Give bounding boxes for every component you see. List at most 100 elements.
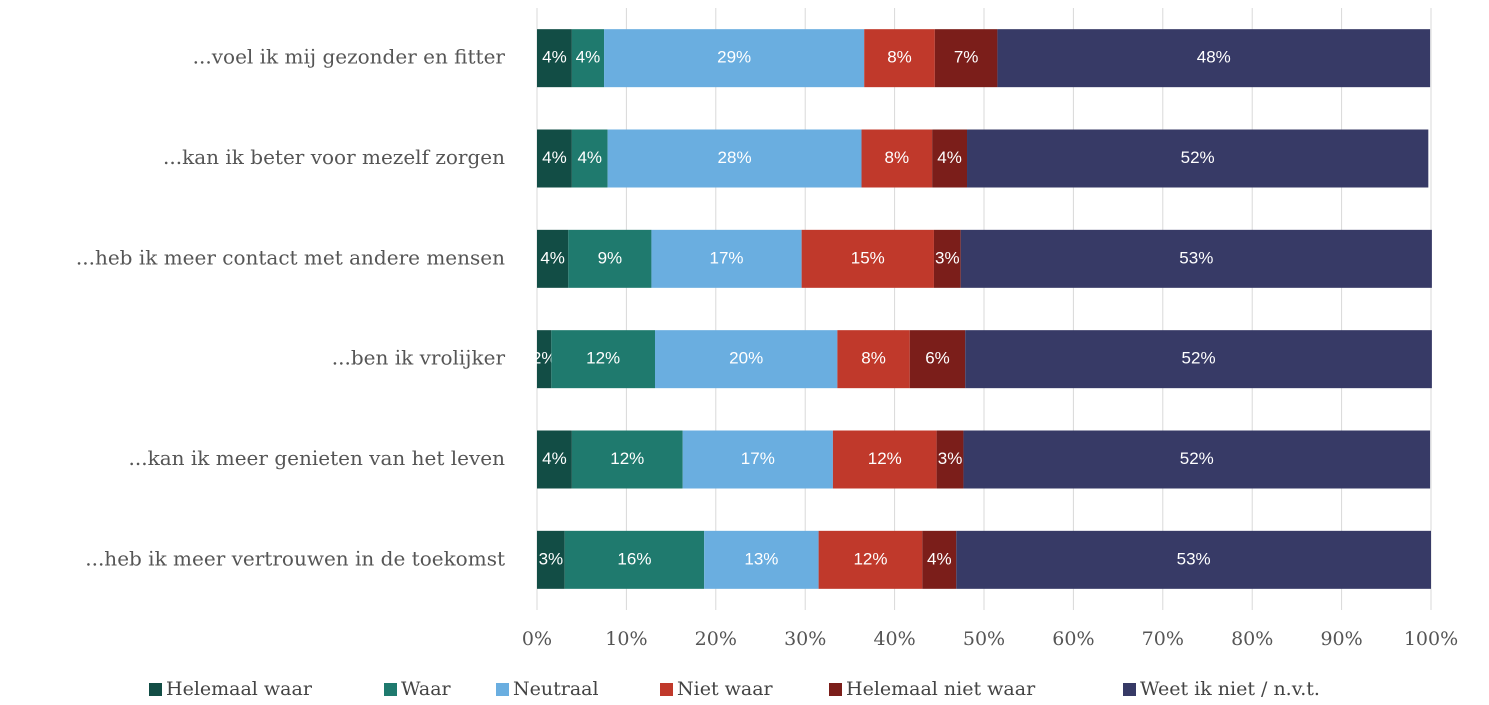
bar-segment — [537, 29, 572, 88]
bar-segment — [932, 129, 968, 188]
data-label: 4% — [576, 48, 601, 67]
data-label: 4% — [927, 549, 952, 568]
x-tick-label: 30% — [784, 628, 826, 650]
bar-segment — [963, 430, 1431, 489]
data-label: 12% — [586, 349, 620, 368]
bar-segment — [956, 530, 1431, 589]
bar-segment — [651, 229, 802, 288]
data-label: 20% — [729, 349, 763, 368]
legend-label: Weet ik niet / n.v.t. — [1140, 678, 1320, 700]
bar-segment — [861, 129, 933, 188]
legend-marker — [829, 683, 842, 696]
data-label: 4% — [542, 148, 567, 167]
legend-label: Neutraal — [513, 678, 599, 700]
bar-segment — [864, 29, 935, 88]
data-label: 13% — [744, 549, 778, 568]
bar-segment — [922, 530, 957, 589]
data-label: 4% — [542, 449, 567, 468]
bar-segment — [837, 330, 910, 389]
bar-segment — [604, 29, 865, 88]
data-label: 9% — [598, 248, 623, 267]
data-label: 8% — [887, 48, 912, 67]
data-label: 2% — [532, 349, 557, 368]
data-label: 52% — [1182, 349, 1216, 368]
bar-segment — [704, 530, 819, 589]
x-tick-label: 40% — [873, 628, 915, 650]
bar-segment — [571, 29, 605, 88]
x-tick-label: 0% — [522, 628, 552, 650]
data-label: 8% — [861, 349, 886, 368]
data-label: 4% — [937, 148, 962, 167]
bar-segment — [933, 229, 961, 288]
bar-segment — [965, 330, 1432, 389]
data-label: 48% — [1197, 48, 1231, 67]
legend-marker — [1123, 683, 1136, 696]
legend-label: Helemaal waar — [166, 678, 313, 700]
data-label: 4% — [542, 48, 567, 67]
bar-segment — [564, 530, 705, 589]
data-label: 17% — [741, 449, 775, 468]
x-tick-label: 10% — [605, 628, 647, 650]
category-label: ...ben ik vrolijker — [332, 346, 506, 370]
data-label: 12% — [610, 449, 644, 468]
x-tick-label: 90% — [1320, 628, 1362, 650]
bar-segment — [832, 430, 937, 489]
bar-segment — [568, 229, 652, 288]
bar-segment — [909, 330, 966, 389]
data-label: 3% — [539, 549, 564, 568]
category-label: ...kan ik meer genieten van het leven — [129, 446, 506, 470]
x-tick-label: 60% — [1052, 628, 1094, 650]
category-label: ...heb ik meer vertrouwen in de toekomst — [85, 546, 505, 570]
bar-segment — [537, 229, 569, 288]
legend-marker — [149, 683, 162, 696]
data-label: 4% — [540, 248, 565, 267]
data-label: 53% — [1179, 248, 1213, 267]
bar-segment — [967, 129, 1429, 188]
legend-label: Waar — [401, 678, 452, 700]
data-label: 52% — [1180, 449, 1214, 468]
x-tick-label: 100% — [1404, 628, 1458, 650]
data-label: 3% — [938, 449, 963, 468]
data-label: 28% — [718, 148, 752, 167]
category-label: ...voel ik mij gezonder en fitter — [193, 45, 506, 69]
data-label: 17% — [710, 248, 744, 267]
legend-marker — [660, 683, 673, 696]
bar-segment — [537, 430, 572, 489]
data-label: 12% — [853, 549, 887, 568]
x-tick-label: 80% — [1231, 628, 1273, 650]
data-label: 16% — [617, 549, 651, 568]
category-label: ...kan ik beter voor mezelf zorgen — [163, 145, 505, 169]
bar-segment — [571, 430, 683, 489]
bar-segment — [537, 129, 572, 188]
data-label: 7% — [954, 48, 979, 67]
data-label: 12% — [868, 449, 902, 468]
data-label: 4% — [577, 148, 602, 167]
data-label: 29% — [717, 48, 751, 67]
data-label: 15% — [851, 248, 885, 267]
legend-label: Helemaal niet waar — [846, 678, 1036, 700]
category-label: ...heb ik meer contact met andere mensen — [76, 245, 505, 269]
bar-segment — [936, 430, 964, 489]
bar-segment — [655, 330, 838, 389]
x-tick-label: 70% — [1142, 628, 1184, 650]
bar-segment — [934, 29, 998, 88]
bar-segment — [997, 29, 1431, 88]
legend-marker — [384, 683, 397, 696]
bar-segment — [801, 229, 934, 288]
legend-label: Niet waar — [677, 678, 774, 700]
data-label: 52% — [1181, 148, 1215, 167]
bar-segment — [537, 530, 565, 589]
x-tick-label: 50% — [963, 628, 1005, 650]
bar-segment — [682, 430, 833, 489]
bar-segment — [551, 330, 656, 389]
data-label: 3% — [935, 248, 960, 267]
data-label: 8% — [885, 148, 910, 167]
data-label: 6% — [925, 349, 950, 368]
bar-segment — [818, 530, 923, 589]
legend-marker — [496, 683, 509, 696]
bar-segment — [537, 330, 552, 389]
x-tick-label: 20% — [695, 628, 737, 650]
data-label: 53% — [1177, 549, 1211, 568]
bar-segment — [960, 229, 1432, 288]
